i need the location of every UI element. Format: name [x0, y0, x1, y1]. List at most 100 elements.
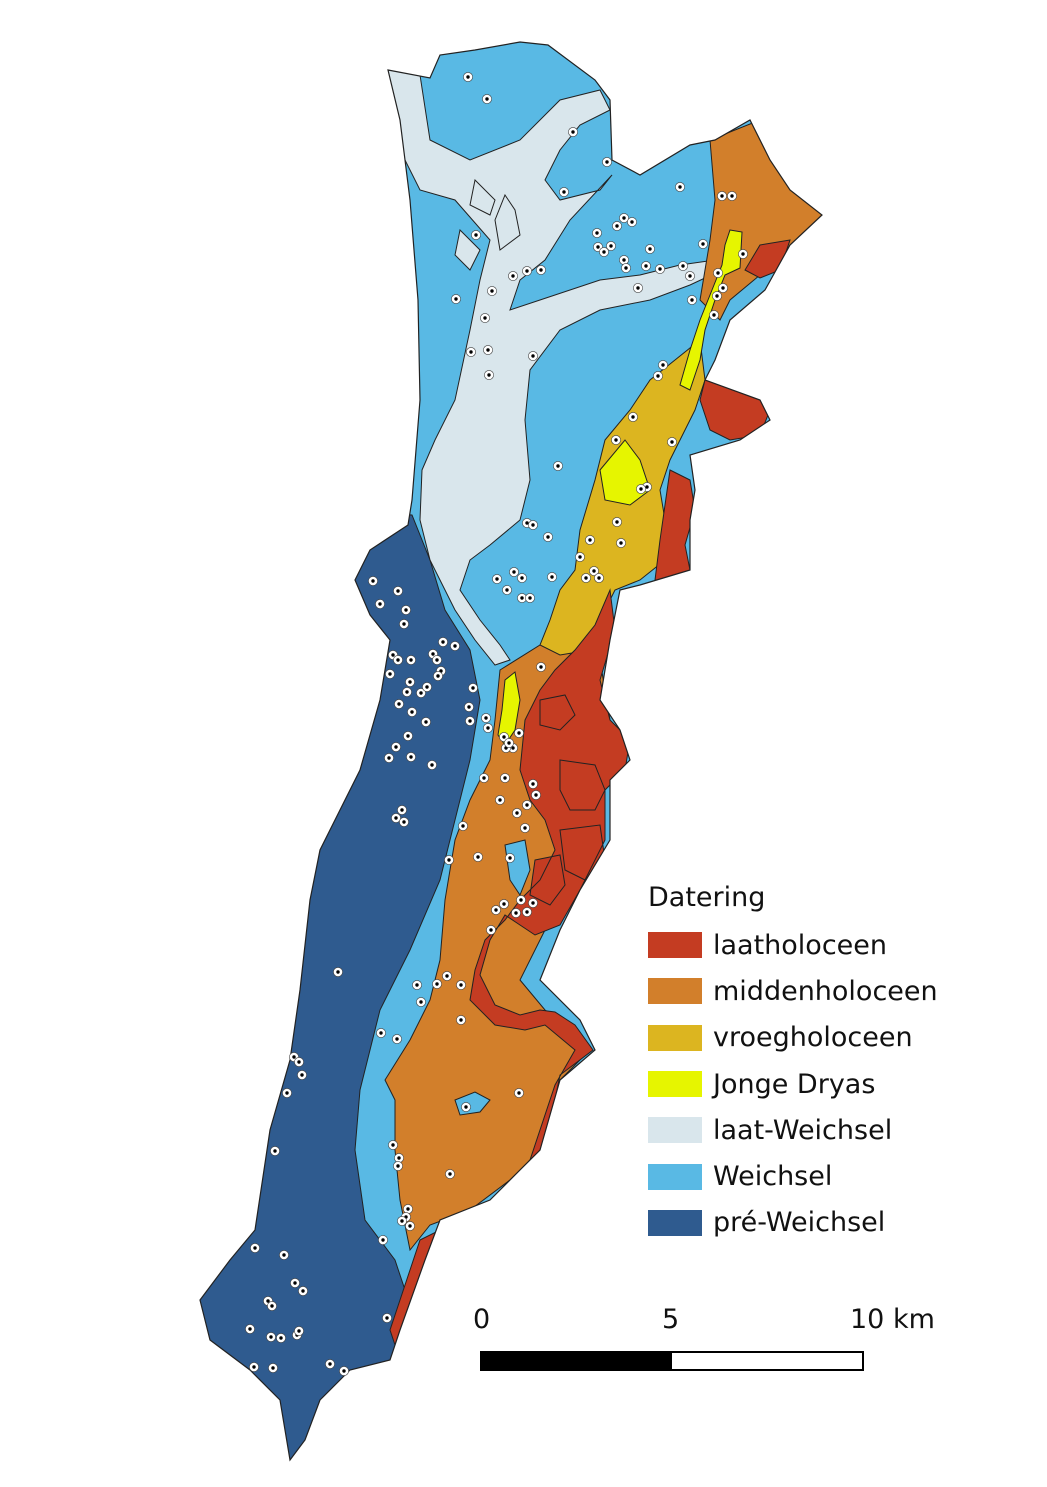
sample-site-marker — [687, 295, 697, 305]
sample-site-marker — [394, 699, 404, 709]
sample-site-marker — [508, 271, 518, 281]
sample-site-marker — [543, 532, 553, 542]
legend-item: Weichsel — [648, 1153, 938, 1199]
sample-site-marker — [712, 291, 722, 301]
sample-site-marker — [427, 760, 437, 770]
scale-bar: 0 5 10 km — [470, 1300, 940, 1390]
sample-site-marker — [528, 898, 538, 908]
sample-site-marker — [266, 1332, 276, 1342]
sample-site-marker — [483, 345, 493, 355]
sample-site-marker — [514, 1088, 524, 1098]
scale-bar-graphic — [480, 1351, 864, 1371]
sample-site-marker — [559, 187, 569, 197]
sample-site-marker — [416, 997, 426, 1007]
sample-site-marker — [391, 813, 401, 823]
sample-site-marker — [592, 228, 602, 238]
scale-segment-white — [672, 1353, 862, 1369]
legend-label: laat-Weichsel — [713, 1114, 893, 1146]
sample-site-marker — [641, 261, 651, 271]
sample-site-marker — [432, 979, 442, 989]
sample-site-marker — [466, 347, 476, 357]
sample-site-marker — [464, 702, 474, 712]
sample-site-marker — [250, 1243, 260, 1253]
sample-site-marker — [612, 517, 622, 527]
sample-site-marker — [391, 742, 401, 752]
sample-site-marker — [606, 241, 616, 251]
sample-site-marker — [514, 728, 524, 738]
sample-site-marker — [621, 263, 631, 273]
sample-site-marker — [376, 1028, 386, 1038]
sample-site-marker — [333, 967, 343, 977]
sample-site-marker — [375, 599, 385, 609]
sample-site-marker — [505, 853, 515, 863]
sample-site-marker — [481, 713, 491, 723]
sample-site-marker — [599, 247, 609, 257]
sample-site-marker — [517, 573, 527, 583]
sample-site-marker — [456, 980, 466, 990]
sample-site-marker — [528, 520, 538, 530]
sample-site-marker — [339, 1366, 349, 1376]
sample-site-marker — [399, 817, 409, 827]
sample-site-marker — [619, 213, 629, 223]
sample-site-marker — [479, 773, 489, 783]
scale-label-5: 5 — [662, 1304, 680, 1335]
sample-site-marker — [522, 800, 532, 810]
sample-site-marker — [713, 268, 723, 278]
sample-site-marker — [709, 310, 719, 320]
sample-site-marker — [520, 823, 530, 833]
sample-site-marker — [268, 1363, 278, 1373]
sample-site-marker — [619, 255, 629, 265]
sample-site-marker — [480, 313, 490, 323]
weichsel-island — [454, 839, 531, 1116]
sample-site-marker — [421, 717, 431, 727]
laat-weichsel-channels — [379, 59, 716, 666]
legend-title: Datering — [648, 882, 766, 913]
sample-site-marker — [249, 1362, 259, 1372]
sample-site-marker — [384, 753, 394, 763]
legend-swatch — [648, 1163, 702, 1190]
sample-site-marker — [382, 1313, 392, 1323]
sample-site-marker — [405, 1221, 415, 1231]
sample-site-marker — [450, 641, 460, 651]
sample-site-marker — [589, 566, 599, 576]
sample-site-marker — [432, 655, 442, 665]
sample-site-marker — [484, 370, 494, 380]
legend-label: middenholoceen — [713, 975, 938, 1007]
sample-site-marker — [611, 435, 621, 445]
sample-site-marker — [482, 94, 492, 104]
sample-site-marker — [282, 1088, 292, 1098]
sample-site-marker — [487, 286, 497, 296]
sample-site-marker — [536, 662, 546, 672]
sample-site-marker — [451, 294, 461, 304]
sample-site-marker — [407, 707, 417, 717]
sample-site-marker — [492, 574, 502, 584]
sample-site-marker — [738, 249, 748, 259]
legend-label: pré-Weichsel — [713, 1207, 886, 1239]
sample-site-marker — [575, 552, 585, 562]
sample-site-marker — [547, 572, 557, 582]
scale-label-10km: 10 km — [850, 1304, 935, 1335]
sample-site-marker — [504, 738, 514, 748]
sample-site-marker — [473, 852, 483, 862]
sample-site-marker — [405, 677, 415, 687]
sample-site-marker — [399, 619, 409, 629]
sample-site-marker — [393, 655, 403, 665]
sample-site-marker — [458, 821, 468, 831]
sample-site-marker — [444, 855, 454, 865]
sample-site-marker — [717, 191, 727, 201]
sample-site-marker — [276, 1333, 286, 1343]
sample-site-marker — [403, 1204, 413, 1214]
sample-site-marker — [368, 576, 378, 586]
sample-site-marker — [393, 1161, 403, 1171]
sample-site-marker — [463, 72, 473, 82]
sample-site-marker — [267, 1301, 277, 1311]
sample-site-marker — [516, 895, 526, 905]
sample-site-marker — [465, 716, 475, 726]
sample-site-marker — [627, 217, 637, 227]
sample-site-marker — [531, 790, 541, 800]
sample-site-marker — [406, 752, 416, 762]
sample-site-marker — [491, 905, 501, 915]
sample-site-marker — [645, 244, 655, 254]
sample-site-marker — [392, 1034, 402, 1044]
